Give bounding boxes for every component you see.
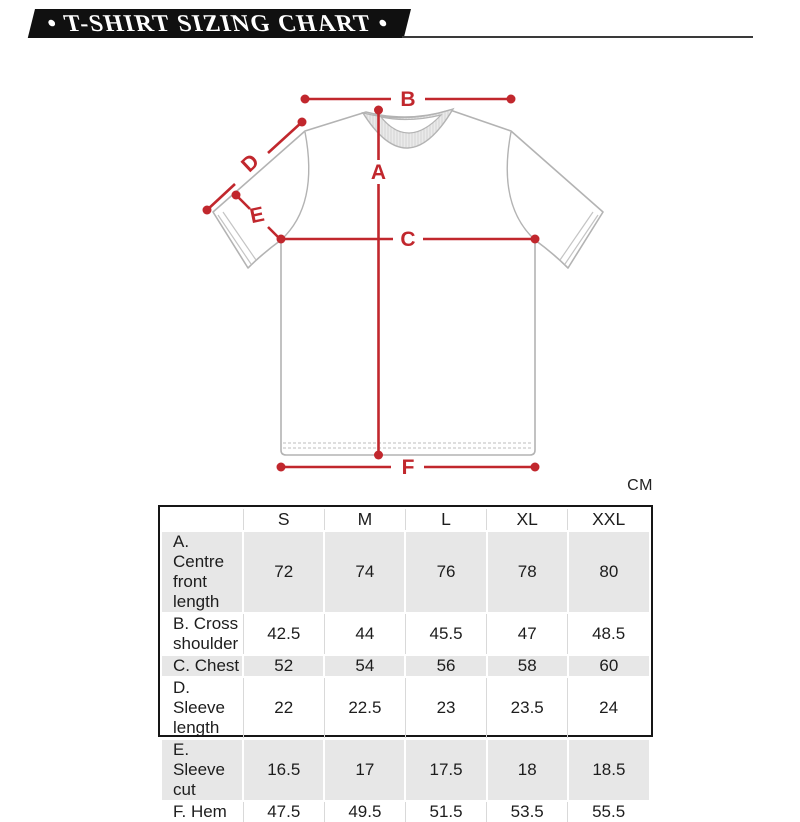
table-row: C. Chest 52 54 56 58 60 bbox=[162, 654, 649, 678]
size-column-header: M bbox=[323, 509, 406, 531]
measurement-value: 74 bbox=[323, 530, 406, 614]
measurement-value: 42.5 bbox=[242, 613, 325, 655]
measurement-value: 49.5 bbox=[323, 801, 406, 822]
measurement-value: 76 bbox=[404, 530, 487, 614]
table-row: E. Sleeve cut 16.5 17 17.5 18 18.5 bbox=[162, 738, 649, 802]
hem-stitch-lines bbox=[283, 442, 533, 449]
measurement-label: C. Chest bbox=[162, 654, 244, 678]
measurement-value: 22 bbox=[242, 677, 325, 739]
size-column-header: L bbox=[404, 509, 487, 531]
measurement-value: 54 bbox=[323, 654, 406, 678]
measurement-label: A. Centre front length bbox=[162, 530, 244, 614]
measurement-value: 44 bbox=[323, 613, 406, 655]
measurement-value: 16.5 bbox=[242, 738, 325, 802]
table-row: A. Centre front length 72 74 76 78 80 bbox=[162, 530, 649, 614]
measurement-value: 78 bbox=[485, 530, 568, 614]
collar bbox=[361, 107, 455, 149]
label-a: A bbox=[371, 161, 386, 184]
measurement-value: 17.5 bbox=[404, 738, 487, 802]
measurement-value: 51.5 bbox=[404, 801, 487, 822]
size-header-row: S M L XL XXL bbox=[162, 509, 649, 531]
label-b: B bbox=[400, 88, 415, 111]
measurement-label: E. Sleeve cut bbox=[162, 738, 244, 802]
measurement-value: 52 bbox=[242, 654, 325, 678]
measurement-value: 58 bbox=[485, 654, 568, 678]
armhole-seams bbox=[280, 131, 536, 241]
measurement-value: 80 bbox=[566, 530, 649, 614]
measurement-dots bbox=[202, 94, 540, 472]
measurement-value: 56 bbox=[404, 654, 487, 678]
table-row: D. Sleeve length 22 22.5 23 23.5 24 bbox=[162, 677, 649, 739]
measurement-value: 47.5 bbox=[242, 801, 325, 822]
size-column-header: S bbox=[242, 509, 325, 531]
measurement-value: 18 bbox=[485, 738, 568, 802]
tshirt-measurement-diagram: B A C D E F bbox=[202, 88, 604, 479]
sizing-table-container: S M L XL XXL A. Centre front length 72 74 76 78 8… bbox=[158, 505, 653, 822]
measurement-value: 47 bbox=[486, 613, 568, 655]
measurement-label: B. Cross shoulder bbox=[173, 614, 239, 653]
corner-cell bbox=[162, 509, 243, 531]
label-e: E bbox=[248, 203, 266, 228]
measurement-value: 45.5 bbox=[404, 613, 487, 655]
label-c: C bbox=[400, 228, 415, 251]
unit-label: CM bbox=[627, 477, 653, 494]
measurement-label: D. Sleeve length bbox=[173, 678, 225, 737]
measurement-value: 24 bbox=[567, 677, 649, 739]
tshirt-outline bbox=[212, 109, 604, 456]
measurement-value: 23 bbox=[404, 677, 487, 739]
measurement-value: 55.5 bbox=[567, 801, 649, 822]
cuff-stitch-lines bbox=[217, 211, 599, 265]
measurement-value: 48.5 bbox=[567, 613, 649, 655]
measurement-lines bbox=[206, 97, 535, 469]
measurement-value: 72 bbox=[242, 530, 325, 614]
table-row: B. Cross shoulder 42.5 44 45.5 47 48.5 bbox=[162, 613, 649, 655]
size-column-header: XL bbox=[486, 509, 568, 531]
measurement-value: 17 bbox=[323, 738, 406, 802]
size-column-header: XXL bbox=[567, 509, 649, 531]
sizing-table: S M L XL XXL A. Centre front length 72 74 76 78 8… bbox=[162, 509, 649, 822]
label-f: F bbox=[402, 456, 415, 479]
measurement-value: 60 bbox=[566, 654, 649, 678]
measurement-value: 18.5 bbox=[566, 738, 649, 802]
table-row: F. Hem 47.5 49.5 51.5 53.5 55.5 bbox=[162, 801, 649, 822]
measurement-value: 22.5 bbox=[323, 677, 406, 739]
measurement-label: F. Hem bbox=[173, 802, 227, 821]
banner-underline bbox=[402, 36, 753, 39]
measurement-value: 23.5 bbox=[486, 677, 568, 739]
measurement-value: 53.5 bbox=[486, 801, 568, 822]
